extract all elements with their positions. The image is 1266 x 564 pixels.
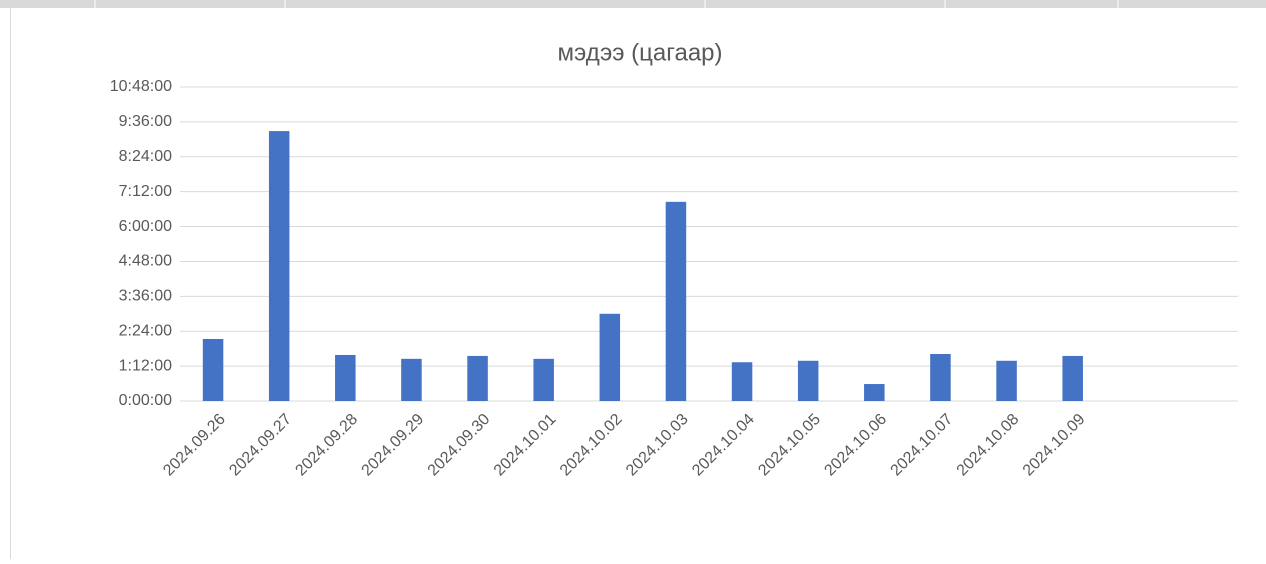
bar <box>1062 355 1083 401</box>
x-tick-label: 2024.10.02 <box>557 411 626 480</box>
header-strip <box>0 0 1266 8</box>
bar <box>533 358 554 401</box>
bar <box>599 313 621 401</box>
x-tick-label: 2024.10.07 <box>888 411 957 480</box>
y-tick-label: 1:12:00 <box>119 357 172 374</box>
x-tick-label: 2024.10.09 <box>1020 411 1089 480</box>
bar <box>864 384 885 401</box>
y-tick-label: 9:36:00 <box>119 113 172 130</box>
x-tick-label: 2024.09.27 <box>226 411 295 480</box>
y-tick-label: 2:24:00 <box>119 322 172 339</box>
bar <box>996 360 1017 401</box>
x-tick-label: 2024.10.03 <box>623 411 692 480</box>
bar <box>665 201 687 401</box>
y-tick-label: 10:48:00 <box>110 78 172 95</box>
bar <box>930 353 951 401</box>
x-tick-label: 2024.09.26 <box>160 411 229 480</box>
x-tick-label: 2024.10.01 <box>491 411 560 480</box>
y-tick-label: 4:48:00 <box>119 253 172 270</box>
x-tick-label: 2024.10.05 <box>755 411 824 480</box>
bar <box>335 354 356 401</box>
y-tick-label: 6:00:00 <box>119 218 172 235</box>
x-tick-label: 2024.09.30 <box>425 411 494 480</box>
bar <box>731 362 753 401</box>
bar <box>268 131 290 401</box>
x-tick-label: 2024.10.04 <box>689 411 758 480</box>
x-tick-label: 2024.10.08 <box>954 411 1023 480</box>
y-tick-label: 8:24:00 <box>119 148 172 165</box>
header-dividers <box>94 0 1119 8</box>
bar <box>467 355 488 401</box>
x-tick-label: 2024.09.28 <box>292 411 361 480</box>
bar <box>202 338 224 401</box>
y-tick-label: 0:00:00 <box>119 392 172 409</box>
bar <box>797 360 819 401</box>
y-tick-label: 3:36:00 <box>119 288 172 305</box>
bar <box>401 358 422 401</box>
x-tick-label: 2024.09.29 <box>359 411 428 480</box>
y-tick-label: 7:12:00 <box>119 183 172 200</box>
x-tick-label: 2024.10.06 <box>821 411 890 480</box>
chart-title: мэдээ (цагаар) <box>558 39 723 66</box>
